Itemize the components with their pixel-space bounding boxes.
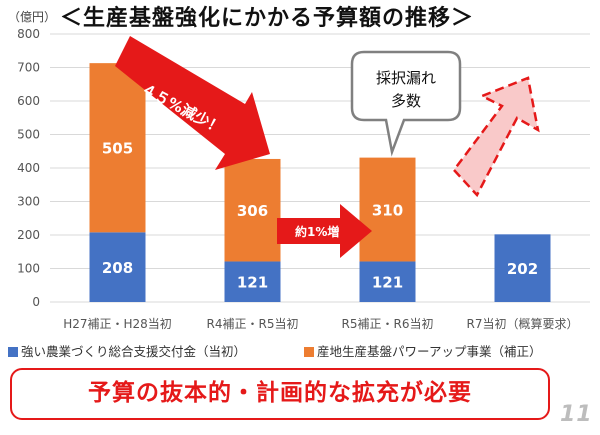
- callout-bubble: 採択漏れ 多数: [350, 50, 462, 157]
- callout-text-line1: 採択漏れ: [376, 69, 436, 87]
- y-tick-label: 400: [17, 161, 40, 175]
- increase-arrow-label: 約1%増: [295, 224, 339, 239]
- legend-swatch-orange: [304, 347, 314, 357]
- y-tick-label: 300: [17, 195, 40, 209]
- bar-segment: [224, 158, 281, 262]
- y-tick-label: 0: [32, 295, 40, 309]
- bar-segment: [89, 63, 146, 233]
- y-tick-label: 100: [17, 262, 40, 276]
- data-label: 121: [372, 274, 403, 292]
- data-label: 310: [372, 202, 403, 220]
- budget-chart: 0 100 200 300 400 500 600 700 800 208 505 121 306 12…: [17, 27, 590, 331]
- callout-text-line2: 多数: [391, 92, 421, 110]
- y-tick-label: 700: [17, 61, 40, 75]
- data-label: 505: [102, 140, 133, 158]
- x-tick-label: R4補正・R5当初: [207, 317, 299, 331]
- bar-segment: [359, 157, 416, 262]
- y-tick-label: 600: [17, 94, 40, 108]
- data-label: 121: [237, 274, 268, 292]
- x-tick-label: R7当初（概算要求）: [467, 316, 579, 331]
- x-tick-label: H27補正・H28当初: [63, 317, 172, 331]
- legend-label-blue: 強い農業づくり総合支援交付金（当初）: [21, 344, 247, 359]
- y-tick-label: 500: [17, 128, 40, 142]
- x-tick-label: R5補正・R6当初: [342, 317, 434, 331]
- bar-segment: [359, 261, 416, 302]
- page-number: 11: [560, 402, 593, 427]
- bar-segment: [224, 261, 281, 302]
- y-tick-label: 800: [17, 27, 40, 41]
- chart-title: ＜生産基盤強化にかかる予算額の推移＞: [60, 6, 475, 31]
- conclusion-banner: 予算の抜本的・計画的な拡充が必要: [10, 368, 550, 420]
- y-tick-label: 200: [17, 228, 40, 242]
- increase-arrow: 約1%増: [277, 204, 372, 258]
- legend-swatch-blue: [8, 347, 18, 357]
- bar-segment: [89, 232, 146, 302]
- data-label: 306: [237, 202, 268, 220]
- y-unit-label: （億円）: [8, 10, 57, 24]
- legend-label-orange: 産地生産基盤パワーアップ事業（補正）: [317, 344, 542, 359]
- legend-item-blue: 強い農業づくり総合支援交付金（当初）: [8, 341, 246, 360]
- chart-legend: 強い農業づくり総合支援交付金（当初） 産地生産基盤パワーアップ事業（補正）: [4, 341, 600, 361]
- data-label: 202: [507, 260, 538, 278]
- data-label: 208: [102, 259, 133, 277]
- legend-item-orange: 産地生産基盤パワーアップ事業（補正）: [304, 341, 542, 360]
- expansion-arrow: [452, 76, 540, 198]
- bar-segment: [494, 234, 551, 302]
